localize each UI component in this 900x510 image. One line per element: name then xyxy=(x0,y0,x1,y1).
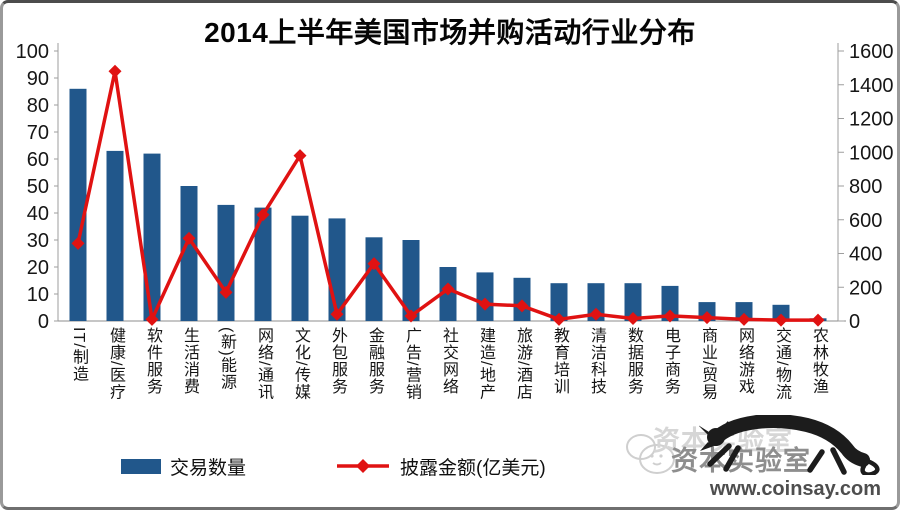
bar-13 xyxy=(550,283,568,321)
x-axis-label-17: 商业/贸易 xyxy=(699,327,716,401)
x-axis-label-1: 健康/医疗 xyxy=(107,327,124,401)
x-axis-label-12: 旅游/酒店 xyxy=(514,327,531,401)
legend-diamond xyxy=(356,459,370,473)
left-axis-tick-label: 10 xyxy=(27,284,49,306)
amount-point-20 xyxy=(811,313,825,327)
x-axis-label-0: IT/制造 xyxy=(70,327,87,383)
chart-plot: 0102030405060708090100020040060080010001… xyxy=(16,41,894,333)
x-axis-label-8: 金融服务 xyxy=(366,327,383,395)
x-axis-label-19: 交通/物流 xyxy=(773,327,790,401)
left-axis-tick-label: 100 xyxy=(16,41,49,63)
amount-point-18 xyxy=(737,312,751,326)
amount-point-5 xyxy=(256,208,270,222)
bar-15 xyxy=(624,283,642,321)
bar-6 xyxy=(291,215,309,321)
x-axis-label-10: 社交网络 xyxy=(440,327,457,395)
x-axis-label-14: 清洁科技 xyxy=(588,327,605,395)
chart-title: 2014上半年美国市场并购活动行业分布 xyxy=(204,17,696,48)
bar-18 xyxy=(735,302,753,321)
bar-1 xyxy=(106,150,124,321)
amount-point-13 xyxy=(552,312,566,326)
bar-19 xyxy=(772,304,790,321)
right-axis-tick-label: 1400 xyxy=(849,75,894,97)
x-axis-label-6: 文化/传媒 xyxy=(292,327,309,401)
amount-point-11 xyxy=(478,297,492,311)
left-axis-tick-label: 0 xyxy=(38,311,49,333)
x-axis-label-9: 广告/营销 xyxy=(403,327,420,401)
amount-point-6 xyxy=(293,149,307,163)
bar-16 xyxy=(661,285,679,321)
amount-point-15 xyxy=(626,311,640,325)
amount-point-17 xyxy=(700,311,714,325)
x-axis-label-2: 软件服务 xyxy=(144,327,161,395)
amount-point-4 xyxy=(219,285,233,299)
left-axis-tick-label: 90 xyxy=(27,68,49,90)
amount-point-16 xyxy=(663,309,677,323)
bar-0 xyxy=(69,88,87,321)
amount-point-9 xyxy=(404,309,418,323)
left-axis-tick-label: 60 xyxy=(27,149,49,171)
bar-8 xyxy=(365,237,383,321)
legend-item-amount: 披露金额(亿美元) xyxy=(335,453,546,479)
bar-legend-swatch-icon xyxy=(121,458,161,474)
line-legend-marker-icon xyxy=(337,459,389,473)
right-axis-tick-label: 600 xyxy=(849,210,882,232)
amount-point-3 xyxy=(182,231,196,245)
amount-point-14 xyxy=(589,307,603,321)
right-axis-tick-label: 0 xyxy=(849,311,860,333)
x-axis-label-16: 电子商务 xyxy=(662,327,679,395)
x-axis-label-11: 建造/地产 xyxy=(477,327,494,401)
left-axis-tick-label: 80 xyxy=(27,95,49,117)
x-axis-label-4: (新)能源 xyxy=(218,327,235,391)
left-axis-tick-label: 40 xyxy=(27,203,49,225)
left-axis-tick-label: 30 xyxy=(27,230,49,252)
x-axis-label-18: 网络游戏 xyxy=(736,327,753,395)
bar-5 xyxy=(254,207,272,321)
watermark-url: www.coinsay.com xyxy=(709,478,881,500)
right-axis-tick-label: 1600 xyxy=(849,41,894,63)
right-axis-tick-label: 800 xyxy=(849,176,882,198)
x-axis-label-7: 外包服务 xyxy=(329,327,346,395)
sheep-doodle-icon xyxy=(626,434,675,474)
right-axis-tick-label: 400 xyxy=(849,244,882,266)
x-axis-label-20: 农林牧渔 xyxy=(810,327,827,395)
legend-label-deal-count: 交易数量 xyxy=(170,457,247,479)
amount-point-8 xyxy=(367,257,381,271)
x-axis-label-15: 数据服务 xyxy=(625,327,642,395)
amount-point-7 xyxy=(330,307,344,321)
x-axis-label-13: 教育培训 xyxy=(551,327,568,395)
amount-point-1 xyxy=(108,64,122,78)
right-axis-tick-label: 1000 xyxy=(849,142,894,164)
panther-logo-icon xyxy=(699,415,880,475)
watermark-brand: 资本实验室 xyxy=(671,446,811,476)
x-axis-label-3: 生活消费 xyxy=(181,327,198,395)
left-axis-tick-label: 50 xyxy=(27,176,49,198)
left-axis-tick-label: 20 xyxy=(27,257,49,279)
watermark: 资本实验室 资本实验室 www.coinsay.com xyxy=(623,415,891,503)
legend-label-amount: 披露金额(亿美元) xyxy=(400,457,546,479)
bar-9 xyxy=(402,240,420,321)
bar-3 xyxy=(180,186,198,321)
amount-point-10 xyxy=(441,282,455,296)
amount-point-12 xyxy=(515,299,529,313)
x-axis-labels: IT/制造 健康/医疗 软件服务 生活消费 (新)能源 网络/通讯 文化/传媒 外包服务 金融服… xyxy=(3,3,897,448)
right-axis-tick-label: 1200 xyxy=(849,109,894,131)
amount-point-2 xyxy=(145,312,159,326)
x-axis-label-5: 网络/通讯 xyxy=(255,327,272,401)
legend-item-deal-count: 交易数量 xyxy=(121,453,246,479)
amount-point-0 xyxy=(71,236,85,250)
left-axis-tick-label: 70 xyxy=(27,122,49,144)
bar-11 xyxy=(476,272,494,321)
right-axis-tick-label: 200 xyxy=(849,277,882,299)
bar-14 xyxy=(587,283,605,321)
amount-point-19 xyxy=(774,313,788,327)
